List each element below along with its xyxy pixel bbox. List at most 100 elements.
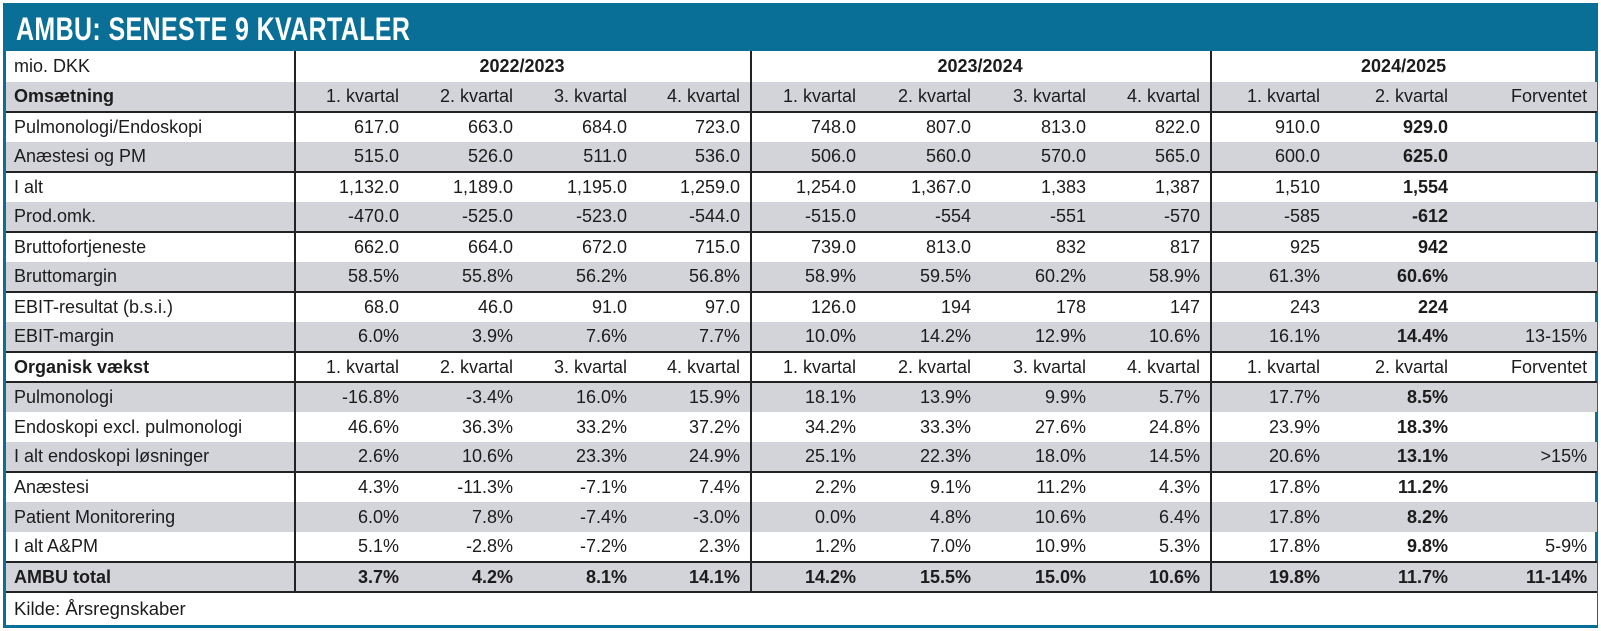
value-cell: -515.0	[750, 202, 867, 232]
value-cell: 5.3%	[1159, 536, 1201, 556]
value-cell: 822.0	[1096, 111, 1212, 142]
value-cell: 36.3%	[461, 416, 513, 437]
value-cell: 910.0	[1210, 111, 1331, 142]
section-header-row: Organisk vækst 1. kvartal 2. kvartal 3. kva…	[6, 351, 1598, 382]
quarter-header: 2. kvartal	[1375, 86, 1449, 106]
value-cell: 526.0	[467, 146, 513, 166]
value-cell: 17.8%	[1210, 471, 1331, 502]
value-cell: 1,254.0	[750, 171, 867, 202]
value-cell: 506.0	[750, 142, 867, 172]
quarter-header: 3. kvartal	[981, 351, 1097, 382]
value-cell: 178	[981, 291, 1097, 322]
value-cell: 664.0	[409, 231, 523, 262]
value-cell: 16.1%	[1210, 322, 1331, 352]
value-cell: 15.5%	[866, 561, 982, 592]
value-cell: 6.0%	[294, 322, 409, 352]
row-label: Prod.omk.	[14, 206, 97, 226]
table-row: Pulmonologi/Endoskopi 617.0 663.0 684.0 723.…	[6, 111, 1598, 142]
row-label: EBIT-margin	[14, 326, 115, 346]
value-cell: 3.9%	[471, 326, 513, 346]
value-cell: 58.9%	[750, 262, 867, 292]
value-cell: 12.9%	[1034, 326, 1087, 346]
row-label: I alt	[6, 171, 295, 202]
value-cell: 663.0	[409, 111, 523, 142]
quarter-header: 4. kvartal	[1096, 351, 1212, 382]
quarter-header: 1. kvartal	[1210, 82, 1331, 112]
value-cell: 61.3%	[1210, 262, 1331, 292]
value-cell: 17.8%	[1210, 532, 1331, 562]
value-cell: 715.0	[637, 231, 752, 262]
ambu-quarters-card: AMBU: SENESTE 9 KVARTALER mio. DKK 2022/…	[3, 3, 1598, 628]
value-cell	[1458, 471, 1598, 502]
value-cell: 8.2%	[1407, 506, 1449, 527]
value-cell: 7.8%	[471, 506, 513, 527]
value-cell: 925	[1210, 231, 1331, 262]
value-cell: 60.6%	[1397, 266, 1449, 286]
value-cell: 56.8%	[688, 266, 741, 286]
value-cell: 617.0	[294, 111, 409, 142]
value-cell: 14.5%	[1149, 446, 1201, 466]
value-cell: 14.2%	[919, 326, 972, 346]
value-cell: 662.0	[294, 231, 409, 262]
value-cell: 817	[1096, 231, 1212, 262]
value-cell: -554	[935, 206, 972, 226]
value-cell: 27.6%	[1034, 416, 1087, 437]
value-cell: 11.7%	[1330, 561, 1459, 592]
value-cell: 1,132.0	[294, 171, 409, 202]
quarter-header: 4. kvartal	[637, 351, 752, 382]
value-cell: 58.9%	[1149, 266, 1201, 286]
value-cell	[1458, 111, 1598, 142]
quarter-header: 3. kvartal	[553, 86, 627, 106]
row-label: I alt A&PM	[14, 536, 99, 556]
table-body: Omsætning 1. kvartal 2. kvartal 3. kvartal 4…	[6, 82, 1598, 625]
value-cell: 56.2%	[575, 266, 627, 286]
section-header-row: Omsætning 1. kvartal 2. kvartal 3. kvartal 4…	[6, 82, 1598, 112]
value-cell: 1,367.0	[866, 171, 982, 202]
value-cell: 11.2%	[1330, 471, 1459, 502]
value-cell: 20.6%	[1210, 442, 1331, 472]
value-cell: -585	[1210, 202, 1331, 232]
value-cell	[1458, 381, 1598, 412]
value-cell: 243	[1210, 291, 1331, 322]
value-cell: 10.6%	[1034, 506, 1087, 527]
table-row: EBIT-margin 6.0% 3.9% 7.6% 7.7% 10.0% 14.2% 12.…	[6, 322, 1598, 352]
value-cell: 2.2%	[750, 471, 867, 502]
value-cell: 14.2%	[750, 561, 867, 592]
quarter-header: Forventet	[1458, 351, 1598, 382]
value-cell: 4.3%	[294, 471, 409, 502]
row-label: Patient Monitorering	[14, 506, 176, 527]
value-cell: 46.6%	[294, 412, 409, 442]
quarter-header: 2. kvartal	[898, 86, 972, 106]
value-cell: 1,383	[981, 171, 1097, 202]
value-cell: 14.4%	[1397, 326, 1449, 346]
value-cell: -7.1%	[523, 471, 637, 502]
quarter-header: 3. kvartal	[523, 351, 637, 382]
value-cell: 25.1%	[750, 442, 867, 472]
quarter-header: 2. kvartal	[866, 351, 982, 382]
quarter-header: 4. kvartal	[667, 86, 741, 106]
source-row: Kilde: Årsregnskaber	[6, 591, 1598, 625]
value-cell: 560.0	[925, 146, 972, 166]
value-cell: 13.9%	[866, 381, 982, 412]
table-row: Bruttofortjeneste 662.0 664.0 672.0 715.0 739…	[6, 231, 1598, 262]
value-cell: 7.4%	[637, 471, 752, 502]
value-cell: 14.1%	[637, 561, 752, 592]
value-cell: 24.8%	[1149, 416, 1201, 437]
value-cell: 10.0%	[750, 322, 867, 352]
value-cell: 33.2%	[575, 416, 627, 437]
value-cell: 19.8%	[1210, 561, 1331, 592]
value-cell: 8.5%	[1330, 381, 1459, 412]
value-cell: 600.0	[1210, 142, 1331, 172]
value-cell: 18.3%	[1397, 416, 1449, 437]
value-cell: 23.3%	[575, 446, 627, 466]
quarter-header: 1. kvartal	[294, 82, 409, 112]
quarter-header: 2. kvartal	[439, 86, 513, 106]
value-cell: -544.0	[688, 206, 741, 226]
value-cell: 34.2%	[750, 412, 867, 442]
table-row: AMBU total 3.7% 4.2% 8.1% 14.1% 14.2% 15.5% 15.…	[6, 561, 1598, 592]
value-cell: 22.3%	[919, 446, 972, 466]
value-cell: 10.9%	[1034, 536, 1087, 556]
table-row: Patient Monitorering 6.0% 7.8% -7.4% -3.0% 0.…	[6, 502, 1598, 532]
row-label: AMBU total	[6, 561, 295, 592]
table-row: I alt 1,132.0 1,189.0 1,195.0 1,259.0 1,254.0…	[6, 171, 1598, 202]
